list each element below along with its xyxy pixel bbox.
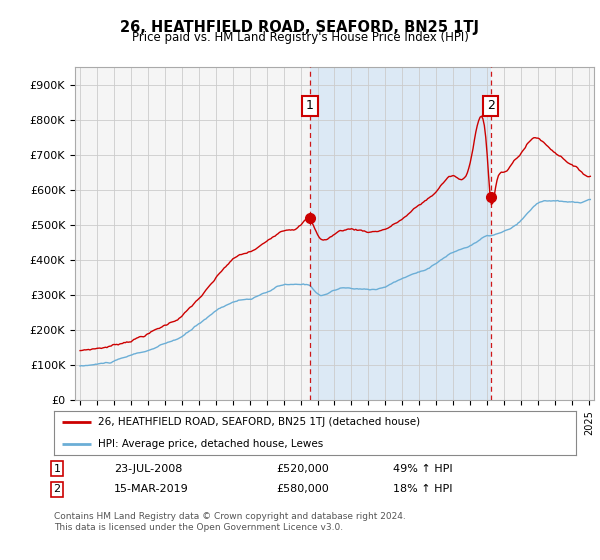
Text: 2: 2 xyxy=(487,99,494,113)
Text: 1: 1 xyxy=(53,464,61,474)
Text: 1: 1 xyxy=(306,99,314,113)
Text: £580,000: £580,000 xyxy=(276,484,329,494)
Text: 26, HEATHFIELD ROAD, SEAFORD, BN25 1TJ: 26, HEATHFIELD ROAD, SEAFORD, BN25 1TJ xyxy=(121,20,479,35)
Text: 18% ↑ HPI: 18% ↑ HPI xyxy=(393,484,452,494)
Text: 49% ↑ HPI: 49% ↑ HPI xyxy=(393,464,452,474)
Text: HPI: Average price, detached house, Lewes: HPI: Average price, detached house, Lewe… xyxy=(98,439,323,449)
Text: 26, HEATHFIELD ROAD, SEAFORD, BN25 1TJ (detached house): 26, HEATHFIELD ROAD, SEAFORD, BN25 1TJ (… xyxy=(98,417,421,427)
Text: 23-JUL-2008: 23-JUL-2008 xyxy=(114,464,182,474)
Text: 15-MAR-2019: 15-MAR-2019 xyxy=(114,484,189,494)
Bar xyxy=(310,67,491,400)
Text: 2: 2 xyxy=(53,484,61,494)
Text: Contains HM Land Registry data © Crown copyright and database right 2024.
This d: Contains HM Land Registry data © Crown c… xyxy=(54,512,406,532)
Text: £520,000: £520,000 xyxy=(276,464,329,474)
Text: Price paid vs. HM Land Registry's House Price Index (HPI): Price paid vs. HM Land Registry's House … xyxy=(131,31,469,44)
